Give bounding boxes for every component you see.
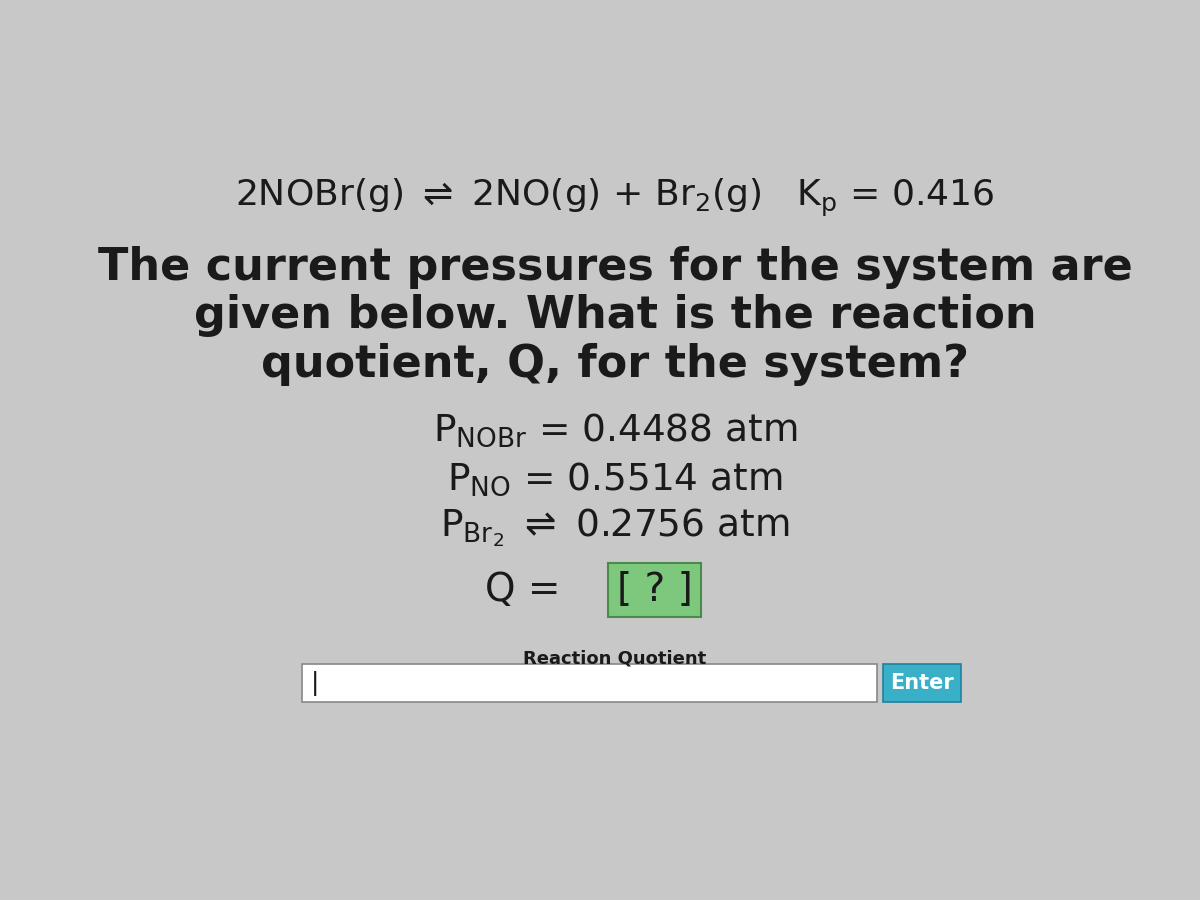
Text: Q =: Q = bbox=[485, 571, 574, 608]
FancyBboxPatch shape bbox=[607, 562, 702, 616]
Text: quotient, Q, for the system?: quotient, Q, for the system? bbox=[262, 343, 970, 386]
Text: Reaction Quotient: Reaction Quotient bbox=[523, 650, 707, 668]
FancyBboxPatch shape bbox=[301, 664, 877, 702]
Text: [ ? ]: [ ? ] bbox=[617, 571, 692, 608]
Text: P$_\mathregular{NO}$ = 0.5514 atm: P$_\mathregular{NO}$ = 0.5514 atm bbox=[448, 460, 782, 498]
Text: P$_\mathregular{NOBr}$ = 0.4488 atm: P$_\mathregular{NOBr}$ = 0.4488 atm bbox=[433, 411, 797, 449]
Text: The current pressures for the system are: The current pressures for the system are bbox=[97, 246, 1133, 289]
Text: |: | bbox=[311, 670, 319, 696]
Text: 2NOBr(g) $\rightleftharpoons$ 2NO(g) + Br$_2$(g)   K$_\mathregular{p}$ = 0.416: 2NOBr(g) $\rightleftharpoons$ 2NO(g) + B… bbox=[235, 177, 995, 219]
Text: P$_\mathregular{Br_2}$ $\rightleftharpoons$ 0.2756 atm: P$_\mathregular{Br_2}$ $\rightleftharpoo… bbox=[440, 506, 790, 549]
Text: given below. What is the reaction: given below. What is the reaction bbox=[193, 294, 1037, 338]
Text: Enter: Enter bbox=[890, 673, 954, 693]
FancyBboxPatch shape bbox=[883, 664, 961, 702]
